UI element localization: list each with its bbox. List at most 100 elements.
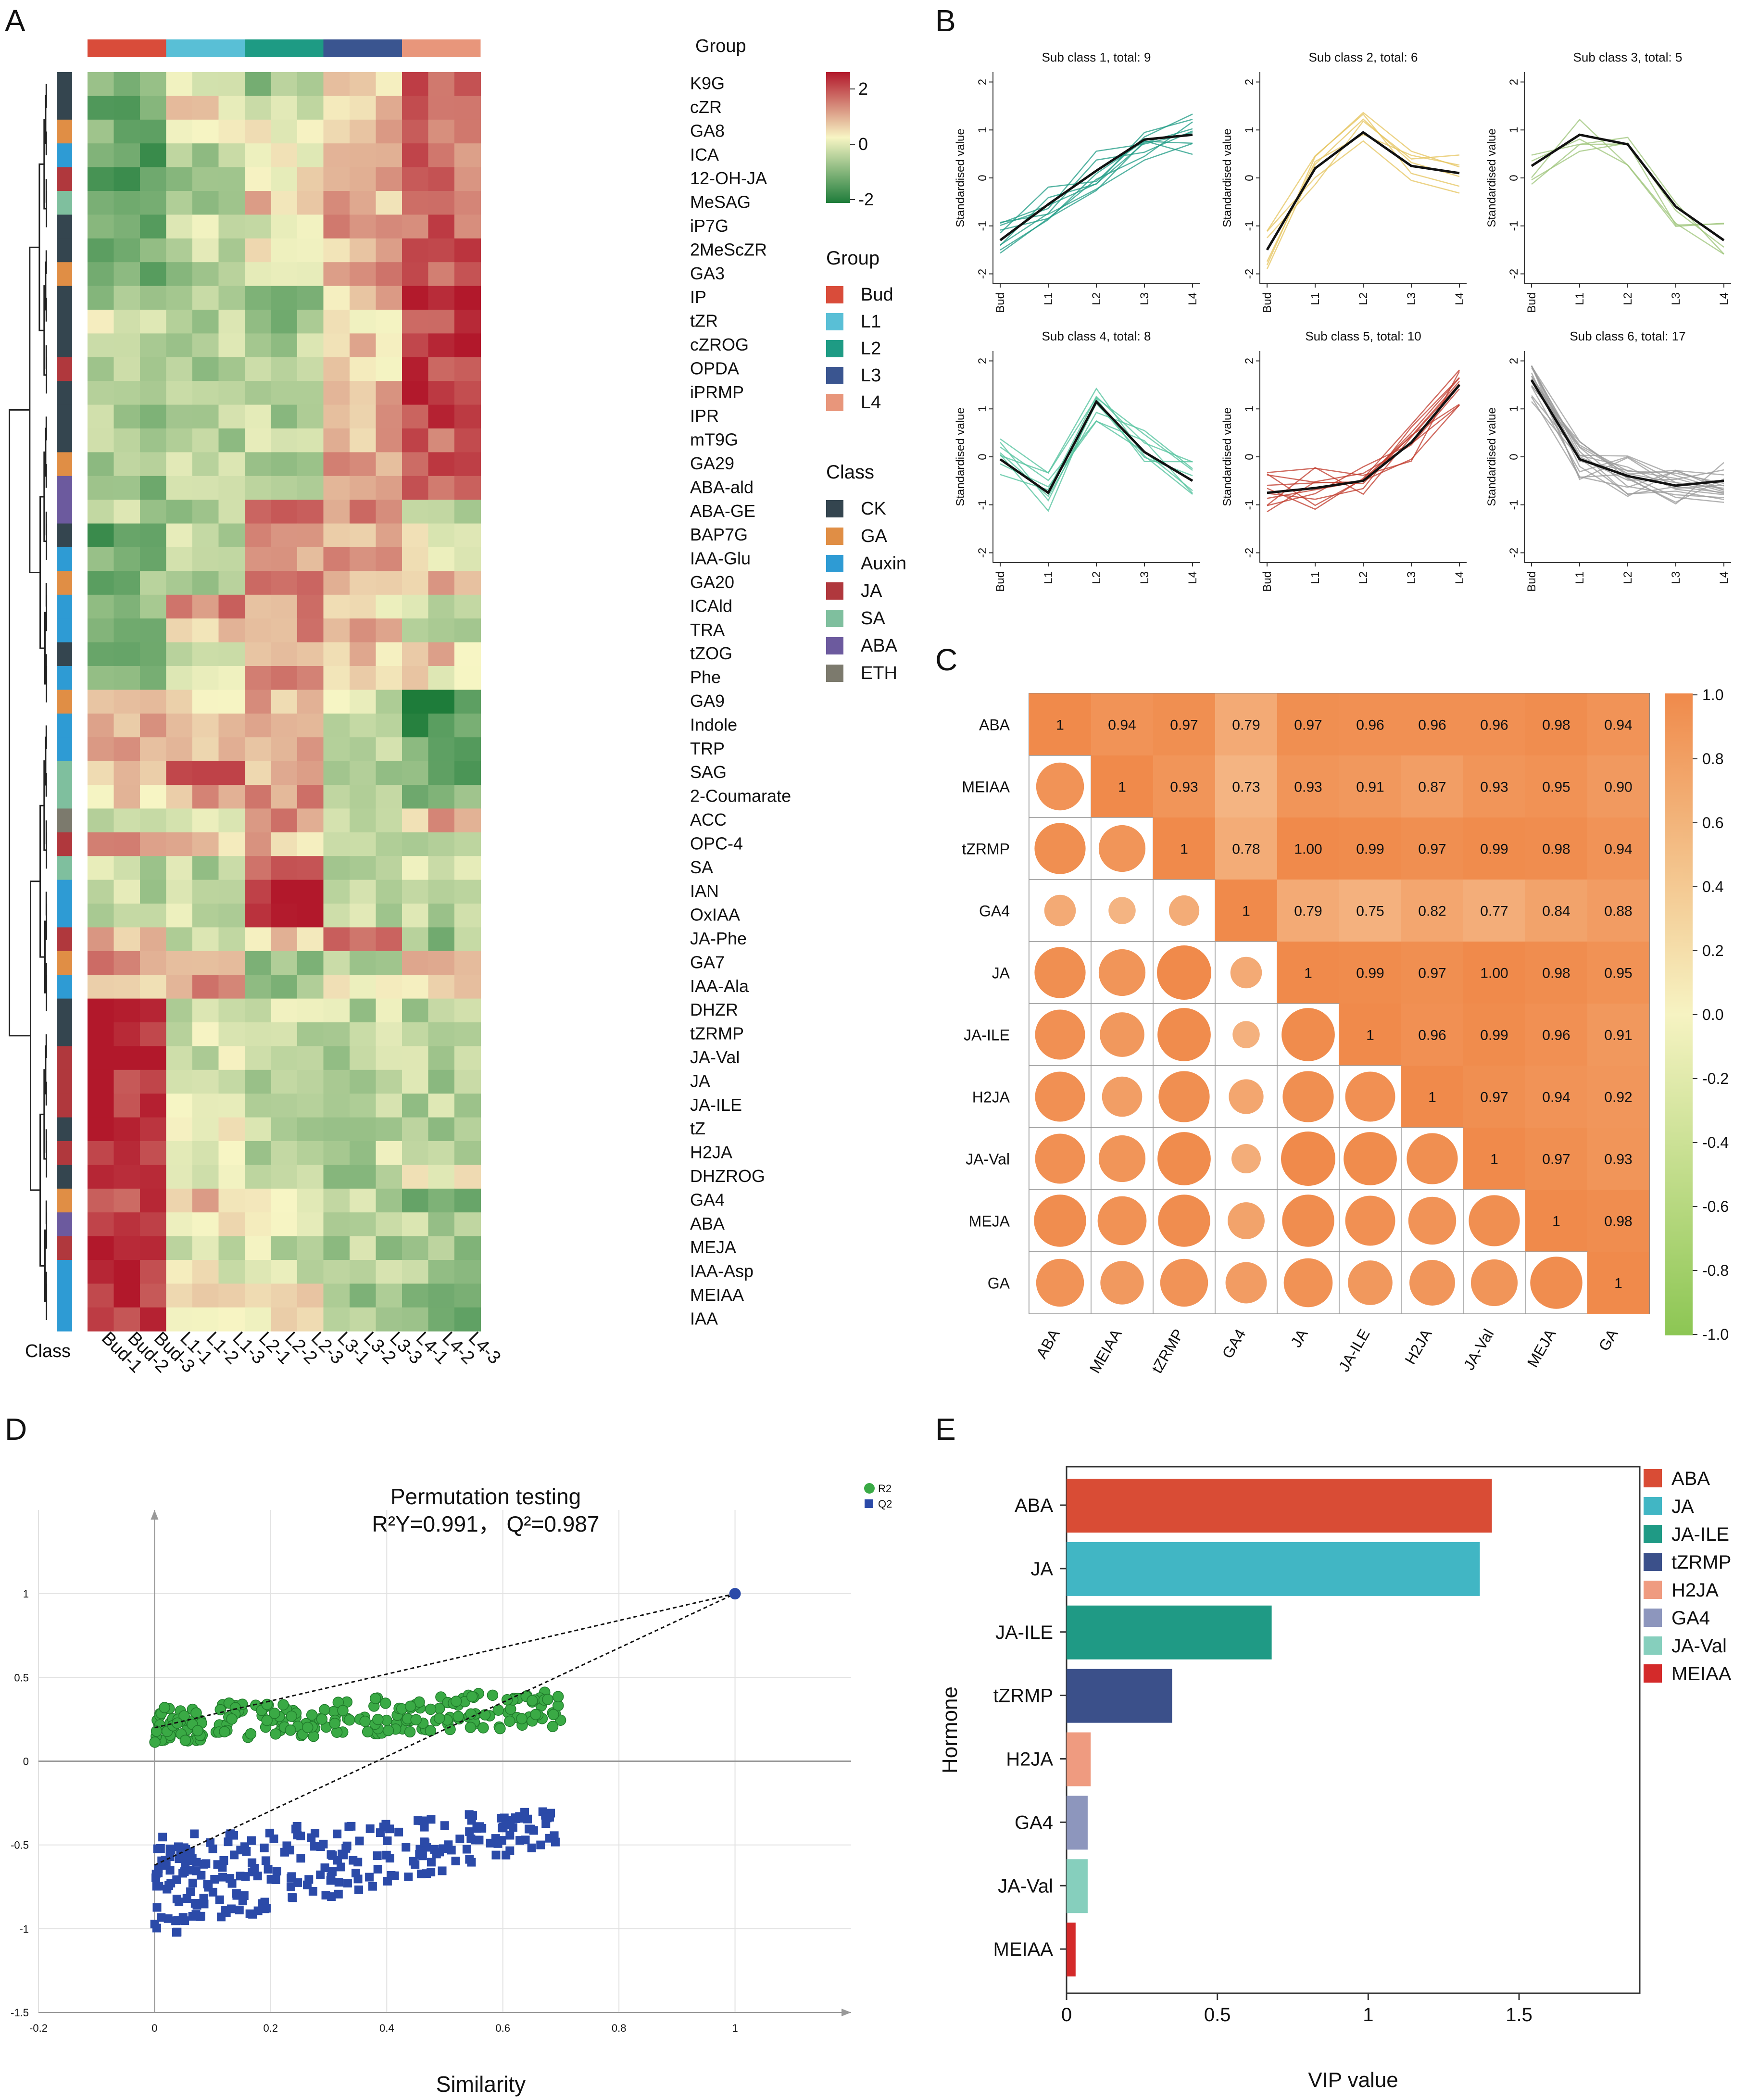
heat-cell <box>376 1283 402 1308</box>
heat-cell <box>454 1283 481 1308</box>
heat-cell <box>402 713 428 738</box>
heat-cell <box>454 1307 481 1332</box>
corr-cell <box>1091 693 1153 755</box>
corr-cell <box>1587 1128 1649 1190</box>
corr-cell <box>1401 880 1463 942</box>
heat-cell <box>192 1094 219 1118</box>
heat-cell <box>323 1094 350 1118</box>
heat-cell <box>376 404 402 429</box>
heat-cell <box>113 1022 140 1046</box>
heat-cell <box>245 404 271 429</box>
subplot-title: Sub class 1, total: 9 <box>1042 50 1151 64</box>
point-q2 <box>320 1863 329 1873</box>
heat-cell <box>271 690 298 714</box>
group-bar-L4 <box>402 39 481 57</box>
corr-circle <box>1158 1195 1210 1247</box>
point-q2 <box>394 1827 403 1836</box>
corr-value: 1 <box>1242 904 1250 919</box>
x-tick-label-L3: L3 <box>1138 292 1151 305</box>
corr-circle <box>1232 1021 1260 1048</box>
heat-cell <box>454 96 481 120</box>
heat-cell <box>192 1212 219 1237</box>
heat-cell <box>402 998 428 1023</box>
heat-cell <box>350 1188 376 1213</box>
class-bar-cell <box>57 310 72 334</box>
class-bar-cell <box>57 998 72 1023</box>
heat-cell <box>218 1069 245 1094</box>
heat-cell <box>113 998 140 1023</box>
heat-cell <box>271 452 298 477</box>
heat-cell <box>297 832 324 856</box>
heat-cell <box>271 476 298 500</box>
heat-cell <box>402 571 428 595</box>
point-r2 <box>479 1709 491 1721</box>
heat-cell <box>271 1022 298 1046</box>
class-bar-cell <box>57 286 72 310</box>
heat-cell <box>166 713 193 738</box>
row-label-SAG: SAG <box>690 762 727 782</box>
corr-color-scale <box>1665 693 1693 1335</box>
x-tick-label-L4: L4 <box>1186 571 1199 584</box>
class-bar-cell <box>57 238 72 263</box>
heat-cell <box>454 547 481 571</box>
point-q2 <box>427 1867 436 1876</box>
legend-class-label-SA: SA <box>861 608 885 629</box>
corr-circle <box>1098 825 1146 872</box>
point-q2 <box>190 1829 199 1838</box>
heat-cell <box>402 808 428 833</box>
series-line <box>1531 365 1724 495</box>
heat-cell <box>454 143 481 168</box>
point-r2 <box>269 1708 280 1719</box>
heat-cell <box>192 523 219 548</box>
heat-cell <box>271 143 298 168</box>
heat-cell <box>113 951 140 975</box>
heat-cell <box>218 428 245 453</box>
point-q2 <box>288 1893 297 1902</box>
heat-cell <box>245 1117 271 1142</box>
point-q2 <box>420 1837 429 1847</box>
heat-cell <box>271 428 298 453</box>
heat-cell <box>323 856 350 880</box>
heat-cell <box>428 333 455 358</box>
heat-cell <box>350 832 376 856</box>
heat-cell <box>271 286 298 310</box>
heat-cell <box>454 476 481 500</box>
heat-cell <box>454 737 481 762</box>
heat-cell <box>166 96 193 120</box>
point-q2 <box>210 1874 219 1884</box>
heat-cell <box>192 452 219 477</box>
heat-cell <box>140 713 166 738</box>
heat-cell <box>376 690 402 714</box>
heat-cell <box>402 428 428 453</box>
corr-value: 0.93 <box>1604 1152 1632 1168</box>
heat-cell <box>402 238 428 263</box>
point-r2 <box>285 1724 296 1736</box>
y-tick-label: 2 <box>1243 79 1256 85</box>
heat-cell <box>454 381 481 405</box>
heat-cell <box>271 1260 298 1284</box>
heat-cell <box>166 880 193 904</box>
legend-group-swatch-Bud <box>826 286 843 303</box>
point-q2 <box>227 1879 237 1888</box>
y-tick-label: 2 <box>1507 358 1520 364</box>
heat-cell <box>271 191 298 215</box>
heat-cell <box>376 904 402 928</box>
legend-swatch-MEIAA <box>1644 1664 1662 1683</box>
heat-cell <box>245 1141 271 1165</box>
heat-cell <box>140 856 166 880</box>
heat-cell <box>192 642 219 666</box>
point-q2 <box>190 1899 200 1908</box>
heat-cell <box>166 357 193 381</box>
heat-cell <box>350 594 376 619</box>
class-bar-cell <box>57 785 72 809</box>
point-q2 <box>516 1814 526 1823</box>
row-label-OPDA: OPDA <box>690 358 739 378</box>
corr-value: 0.84 <box>1542 904 1570 919</box>
point-q2 <box>499 1823 508 1832</box>
point-q2 <box>199 1894 208 1903</box>
heat-cell <box>88 1188 114 1213</box>
heat-cell <box>297 1069 324 1094</box>
legend-q2-marker <box>865 1499 873 1508</box>
heat-cell <box>166 1165 193 1189</box>
point-q2 <box>326 1876 335 1885</box>
